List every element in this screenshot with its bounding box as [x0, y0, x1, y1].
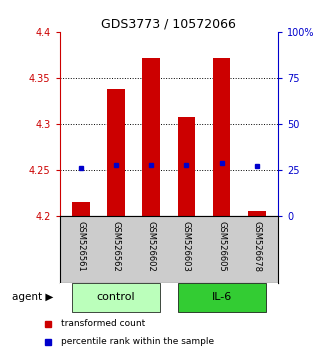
Bar: [107, 89, 125, 216]
Text: GSM526562: GSM526562: [112, 221, 120, 272]
Title: GDS3773 / 10572066: GDS3773 / 10572066: [101, 18, 236, 31]
Bar: [72, 283, 160, 312]
Text: GSM526603: GSM526603: [182, 221, 191, 272]
Text: percentile rank within the sample: percentile rank within the sample: [61, 337, 214, 346]
Text: control: control: [97, 292, 135, 302]
Text: agent ▶: agent ▶: [12, 292, 53, 302]
Bar: [178, 283, 266, 312]
Text: transformed count: transformed count: [61, 319, 145, 329]
Text: GSM526605: GSM526605: [217, 221, 226, 272]
Text: GSM526678: GSM526678: [253, 221, 261, 272]
Bar: [213, 58, 230, 216]
Bar: [142, 58, 160, 216]
Bar: [178, 116, 195, 216]
Bar: [248, 211, 266, 216]
Text: GSM526561: GSM526561: [76, 221, 85, 272]
Bar: [72, 202, 89, 216]
Text: IL-6: IL-6: [212, 292, 232, 302]
Text: GSM526602: GSM526602: [147, 221, 156, 272]
